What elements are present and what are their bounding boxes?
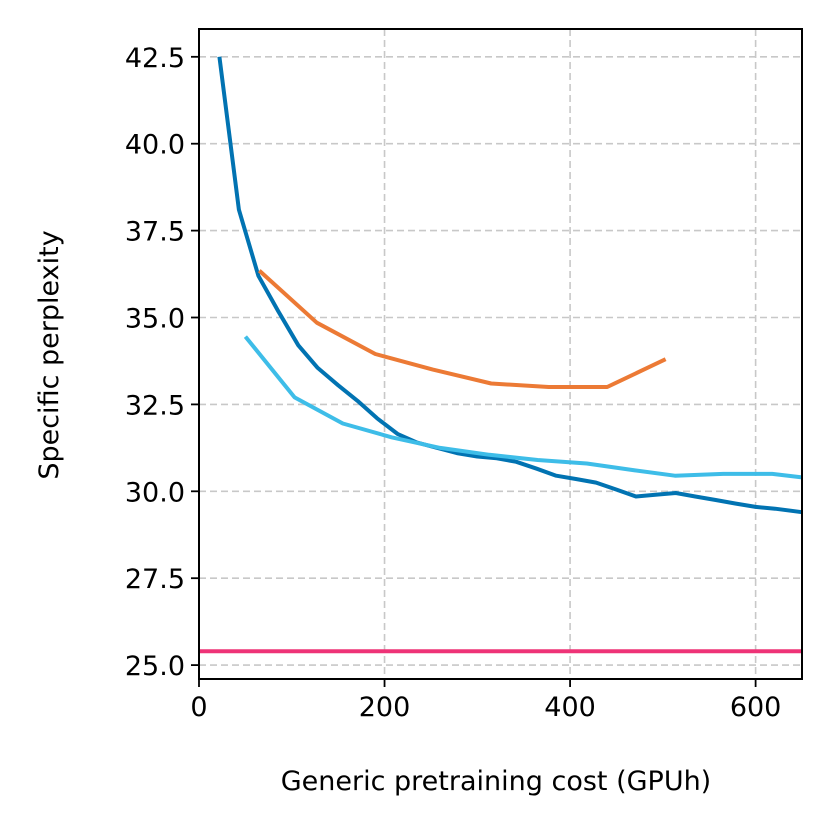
- y-tick-label: 42.5: [125, 43, 185, 74]
- y-tick-label: 37.5: [125, 217, 185, 248]
- y-axis: 25.0 27.5 30.0 32.5 35.0 37.5 40.0 42.5: [125, 43, 199, 682]
- y-axis-title: Specific perplexity: [34, 230, 65, 479]
- x-axis: 0 200 400 600: [190, 679, 781, 723]
- y-tick-label: 25.0: [125, 651, 185, 682]
- x-tick-label: 200: [359, 692, 411, 723]
- y-tick-label: 27.5: [125, 564, 185, 595]
- x-axis-title: Generic pretraining cost (GPUh): [281, 766, 711, 797]
- y-tick-label: 40.0: [125, 130, 185, 161]
- series-line-dark-blue: [217, 56, 803, 515]
- x-tick-label: 600: [730, 692, 782, 723]
- series-line-orange: [257, 269, 667, 389]
- y-tick-label: 30.0: [125, 477, 185, 508]
- plot-frame: [198, 28, 803, 680]
- grid: [199, 29, 802, 679]
- series-line-light-blue: [243, 335, 803, 480]
- y-tick-label: 32.5: [125, 390, 185, 421]
- x-tick-label: 400: [544, 692, 596, 723]
- series-lines: [199, 56, 803, 654]
- y-tick-label: 35.0: [125, 304, 185, 335]
- x-tick-label: 0: [190, 692, 207, 723]
